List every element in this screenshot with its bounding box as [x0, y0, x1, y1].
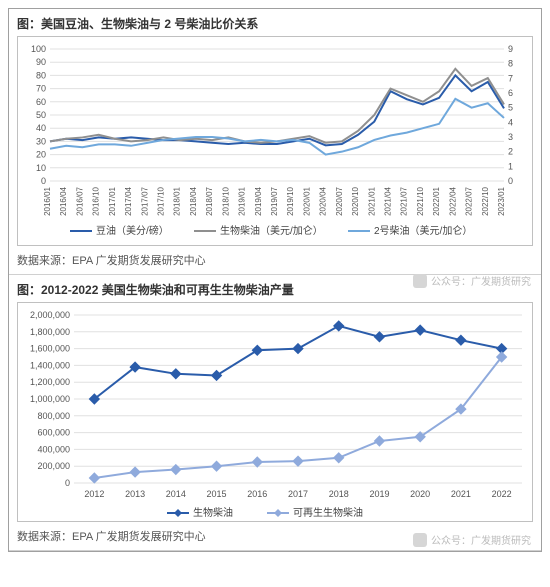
svg-text:2019: 2019: [369, 489, 389, 499]
svg-text:70: 70: [36, 84, 46, 94]
svg-text:40: 40: [36, 123, 46, 133]
svg-text:2021/10: 2021/10: [416, 186, 425, 215]
svg-text:2: 2: [508, 147, 513, 157]
svg-text:可再生生物柴油: 可再生生物柴油: [293, 506, 363, 519]
figure-container: 图：美国豆油、生物柴油与 2 号柴油比价关系 01020304050607080…: [8, 8, 542, 552]
svg-text:2019/04: 2019/04: [254, 186, 263, 215]
svg-text:2021/07: 2021/07: [400, 186, 409, 215]
svg-text:200,000: 200,000: [37, 461, 70, 471]
svg-text:生物柴油（美元/加仑）: 生物柴油（美元/加仑）: [220, 224, 323, 237]
svg-text:2019/01: 2019/01: [238, 186, 247, 215]
svg-text:1,800,000: 1,800,000: [30, 327, 70, 337]
svg-text:8: 8: [508, 59, 513, 69]
svg-text:100: 100: [31, 44, 46, 54]
svg-text:2012: 2012: [84, 489, 104, 499]
svg-text:2021/04: 2021/04: [384, 186, 393, 215]
svg-text:90: 90: [36, 57, 46, 67]
chart2-panel: 图：2012-2022 美国生物柴油和可再生生物柴油产量 0 200,000 400…: [9, 275, 541, 524]
svg-text:2022/04: 2022/04: [448, 186, 457, 215]
svg-text:600,000: 600,000: [37, 428, 70, 438]
svg-text:2017/04: 2017/04: [124, 186, 133, 215]
svg-text:2017/10: 2017/10: [157, 186, 166, 215]
chart2-source: 数据来源：EPA 广发期货发展研究中心: [9, 524, 541, 551]
svg-text:400,000: 400,000: [37, 444, 70, 454]
chart1-box: 0 10 20 30 40 50 60 70 80 90 100 0 1 2 3 4 5 6 7 8 9 2016/01 2…: [17, 36, 533, 246]
svg-text:2016/01: 2016/01: [43, 186, 52, 215]
chart2-svg: 0 200,000 400,000 600,000 800,000 1,000,000 1,…: [22, 309, 532, 519]
chart1-title: 图：美国豆油、生物柴油与 2 号柴油比价关系: [17, 15, 533, 32]
svg-text:2018/01: 2018/01: [173, 186, 182, 215]
svg-text:2016: 2016: [247, 489, 267, 499]
chart1-svg: 0 10 20 30 40 50 60 70 80 90 100 0 1 2 3 4 5 6 7 8 9 2016/01 2…: [22, 43, 532, 243]
svg-text:1,200,000: 1,200,000: [30, 377, 70, 387]
svg-text:2022/07: 2022/07: [465, 186, 474, 215]
svg-text:2017: 2017: [288, 489, 308, 499]
svg-text:1: 1: [508, 161, 513, 171]
svg-text:豆油（美分/磅）: 豆油（美分/磅）: [96, 224, 169, 237]
chart2-box: 0 200,000 400,000 600,000 800,000 1,000,000 1,…: [17, 302, 533, 522]
svg-text:2015: 2015: [207, 489, 227, 499]
svg-text:2020: 2020: [410, 489, 430, 499]
svg-text:2022/01: 2022/01: [432, 186, 441, 215]
svg-text:2016/07: 2016/07: [75, 186, 84, 215]
svg-text:5: 5: [508, 103, 513, 113]
svg-text:2016/04: 2016/04: [59, 186, 68, 215]
svg-text:2022/10: 2022/10: [481, 186, 490, 215]
svg-text:30: 30: [36, 136, 46, 146]
svg-text:2,000,000: 2,000,000: [30, 310, 70, 320]
svg-text:2020/01: 2020/01: [302, 186, 311, 215]
svg-text:2号柴油（美元/加仑）: 2号柴油（美元/加仑）: [374, 224, 472, 237]
svg-text:0: 0: [41, 176, 46, 186]
svg-text:2020/10: 2020/10: [351, 186, 360, 215]
svg-text:2021/01: 2021/01: [367, 186, 376, 215]
svg-text:7: 7: [508, 73, 513, 83]
svg-text:20: 20: [36, 150, 46, 160]
svg-text:0: 0: [65, 478, 70, 488]
svg-text:2020/07: 2020/07: [335, 186, 344, 215]
svg-text:2018/07: 2018/07: [205, 186, 214, 215]
svg-text:800,000: 800,000: [37, 411, 70, 421]
svg-text:2013: 2013: [125, 489, 145, 499]
svg-text:2019/07: 2019/07: [270, 186, 279, 215]
svg-text:60: 60: [36, 97, 46, 107]
svg-text:2019/10: 2019/10: [286, 186, 295, 215]
svg-text:2018/04: 2018/04: [189, 186, 198, 215]
svg-text:生物柴油: 生物柴油: [193, 506, 233, 519]
svg-text:4: 4: [508, 117, 513, 127]
svg-text:2014: 2014: [166, 489, 186, 499]
svg-text:1,000,000: 1,000,000: [30, 394, 70, 404]
svg-text:6: 6: [508, 88, 513, 98]
svg-text:2022: 2022: [492, 489, 512, 499]
svg-text:2020/04: 2020/04: [319, 186, 328, 215]
svg-text:80: 80: [36, 70, 46, 80]
svg-text:2016/10: 2016/10: [92, 186, 101, 215]
svg-text:2018/10: 2018/10: [221, 186, 230, 215]
svg-text:2021: 2021: [451, 489, 471, 499]
svg-text:2017/07: 2017/07: [140, 186, 149, 215]
svg-text:2023/01: 2023/01: [497, 186, 506, 215]
svg-text:50: 50: [36, 110, 46, 120]
svg-text:3: 3: [508, 132, 513, 142]
chart1-source: 数据来源：EPA 广发期货发展研究中心: [9, 248, 541, 275]
svg-text:0: 0: [508, 176, 513, 186]
svg-text:9: 9: [508, 44, 513, 54]
chart1-panel: 图：美国豆油、生物柴油与 2 号柴油比价关系 01020304050607080…: [9, 9, 541, 248]
svg-text:1,600,000: 1,600,000: [30, 344, 70, 354]
chart2-title: 图：2012-2022 美国生物柴油和可再生生物柴油产量: [17, 281, 533, 298]
svg-text:2017/01: 2017/01: [108, 186, 117, 215]
svg-text:1,400,000: 1,400,000: [30, 360, 70, 370]
svg-text:10: 10: [36, 163, 46, 173]
svg-text:2018: 2018: [329, 489, 349, 499]
